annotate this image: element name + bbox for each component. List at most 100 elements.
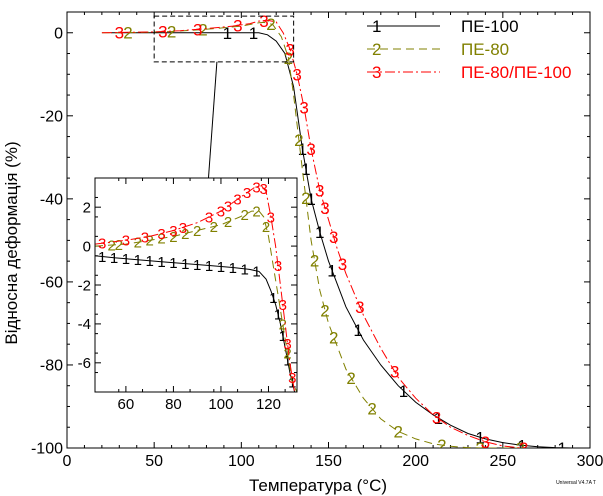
main-y-tick-label: -40 (40, 191, 63, 208)
inset-series-line (95, 210, 297, 392)
inset-series-marker: 1 (157, 254, 165, 271)
watermark: Universal V4.7A T (556, 480, 596, 486)
main-x-tick-label: 100 (228, 453, 255, 470)
inset-series-marker: 3 (233, 192, 241, 209)
inset-series-marker: 3 (283, 336, 291, 353)
main-series-marker: 3 (329, 228, 338, 247)
main-series-marker: 1 (353, 321, 362, 340)
legend-label: ПЕ-80 (461, 40, 509, 59)
main-series-marker: 2 (294, 131, 303, 150)
main-series-marker: 2 (393, 423, 402, 442)
inset-x-tick-label: 60 (118, 396, 135, 413)
main-series-marker: 1 (223, 24, 232, 43)
main-series-marker: 3 (355, 298, 364, 317)
legend-marker: 3 (372, 63, 381, 82)
main-series-line (101, 21, 521, 448)
main-y-tick-label: -60 (40, 275, 63, 292)
main-series-marker: 1 (315, 223, 324, 242)
inset-series-marker: 2 (241, 207, 249, 224)
main-y-tick-label: -20 (40, 108, 63, 125)
main-x-tick-label: 200 (402, 453, 429, 470)
inset-series-marker: 1 (252, 263, 260, 280)
inset-series-marker: 1 (193, 257, 201, 274)
legend-entry: 1 ПЕ-100 (367, 17, 519, 36)
main-series-marker: 1 (301, 160, 310, 179)
main-series-marker: 2 (437, 436, 446, 455)
inset-series-marker: 3 (122, 233, 130, 250)
main-series-marker: 1 (306, 190, 315, 209)
main-series-line (110, 32, 573, 448)
main-series-marker: 1 (475, 428, 484, 447)
main-y-tick-label: -80 (40, 358, 63, 375)
inset-series-marker: 3 (205, 209, 213, 226)
main-series-marker: 1 (399, 382, 408, 401)
main-series-marker: 3 (259, 12, 268, 31)
legend-label: ПЕ-100 (461, 17, 519, 36)
main-series-marker: 1 (434, 409, 443, 428)
inset-frame-top (94, 177, 298, 393)
main-x-tick-label: 300 (577, 453, 603, 470)
inset-series-marker: 2 (145, 233, 153, 250)
main-series-marker: 2 (284, 49, 293, 68)
legend-marker: 1 (372, 17, 381, 36)
y-axis-label: Відносна деформація (%) (2, 141, 21, 344)
inset-series-marker: 1 (229, 260, 237, 277)
inset-series-marker: 3 (279, 297, 287, 314)
main-series-marker: 3 (299, 99, 308, 118)
inset-series-marker: 1 (283, 352, 291, 369)
inset-series-marker: 3 (252, 179, 260, 196)
main-series-marker: 3 (320, 199, 329, 218)
inset-series-marker: 2 (279, 316, 287, 333)
main-x-tick-label: 250 (489, 453, 516, 470)
inset-series-marker: 2 (252, 203, 260, 220)
main-y-tick-label: -100 (31, 441, 63, 458)
inset-series-marker: 2 (283, 345, 291, 362)
inset-series-marker: 2 (134, 235, 142, 252)
main-series-marker: 2 (198, 21, 207, 40)
inset-series-marker: 1 (145, 253, 153, 270)
main-y-tick-label: 0 (54, 25, 63, 42)
inset-series-marker: 3 (217, 203, 225, 220)
main-series-marker: 3 (306, 140, 315, 159)
main-series-marker: 1 (557, 439, 566, 458)
main-series-marker: 2 (475, 439, 484, 458)
inset-x-tick-label: 120 (256, 396, 281, 413)
main-series-marker: 2 (123, 24, 132, 43)
x-axis-label: Температура (°C) (249, 476, 387, 495)
inset-series-marker: 2 (169, 229, 177, 246)
zoom-box (153, 15, 295, 63)
inset-series-marker: 3 (243, 185, 251, 202)
inset-series-marker: 3 (141, 230, 149, 247)
main-series-marker: 3 (338, 255, 347, 274)
main-x-tick-label: 50 (145, 453, 163, 470)
main-x-tick-label: 0 (63, 453, 72, 470)
inset-series-marker: 3 (179, 220, 187, 237)
legend: 1 ПЕ-100 2 ПЕ-80 3 ПЕ-80/ПЕ-100 (367, 17, 571, 82)
main-series-marker: 3 (233, 16, 242, 35)
main-series-marker: 1 (298, 140, 307, 159)
inset-series-marker: 2 (157, 231, 165, 248)
inset-series-marker: 3 (157, 226, 165, 243)
main-series-marker: 3 (519, 439, 528, 458)
main-series-marker: 3 (432, 408, 441, 427)
legend-label: ПЕ-80/ПЕ-100 (461, 63, 571, 82)
main-x-tick-label: 150 (315, 453, 342, 470)
inset-series-marker: 1 (98, 249, 106, 266)
inset-y-tick-label: -6 (78, 355, 91, 372)
inset-series-marker: 1 (110, 250, 118, 267)
inset-series-marker: 1 (279, 328, 287, 345)
legend-entry: 3 ПЕ-80/ПЕ-100 (367, 63, 571, 82)
inset-series-marker: 3 (267, 209, 275, 226)
main-series-marker: 3 (481, 433, 490, 452)
inset-series-marker: 1 (181, 256, 189, 273)
main-series-marker: 3 (285, 40, 294, 59)
main-series-marker: 2 (329, 328, 338, 347)
inset-x-tick-label: 80 (165, 396, 182, 413)
inset-y-tick-label: -4 (78, 316, 91, 333)
inset-series-marker: 3 (260, 181, 268, 198)
